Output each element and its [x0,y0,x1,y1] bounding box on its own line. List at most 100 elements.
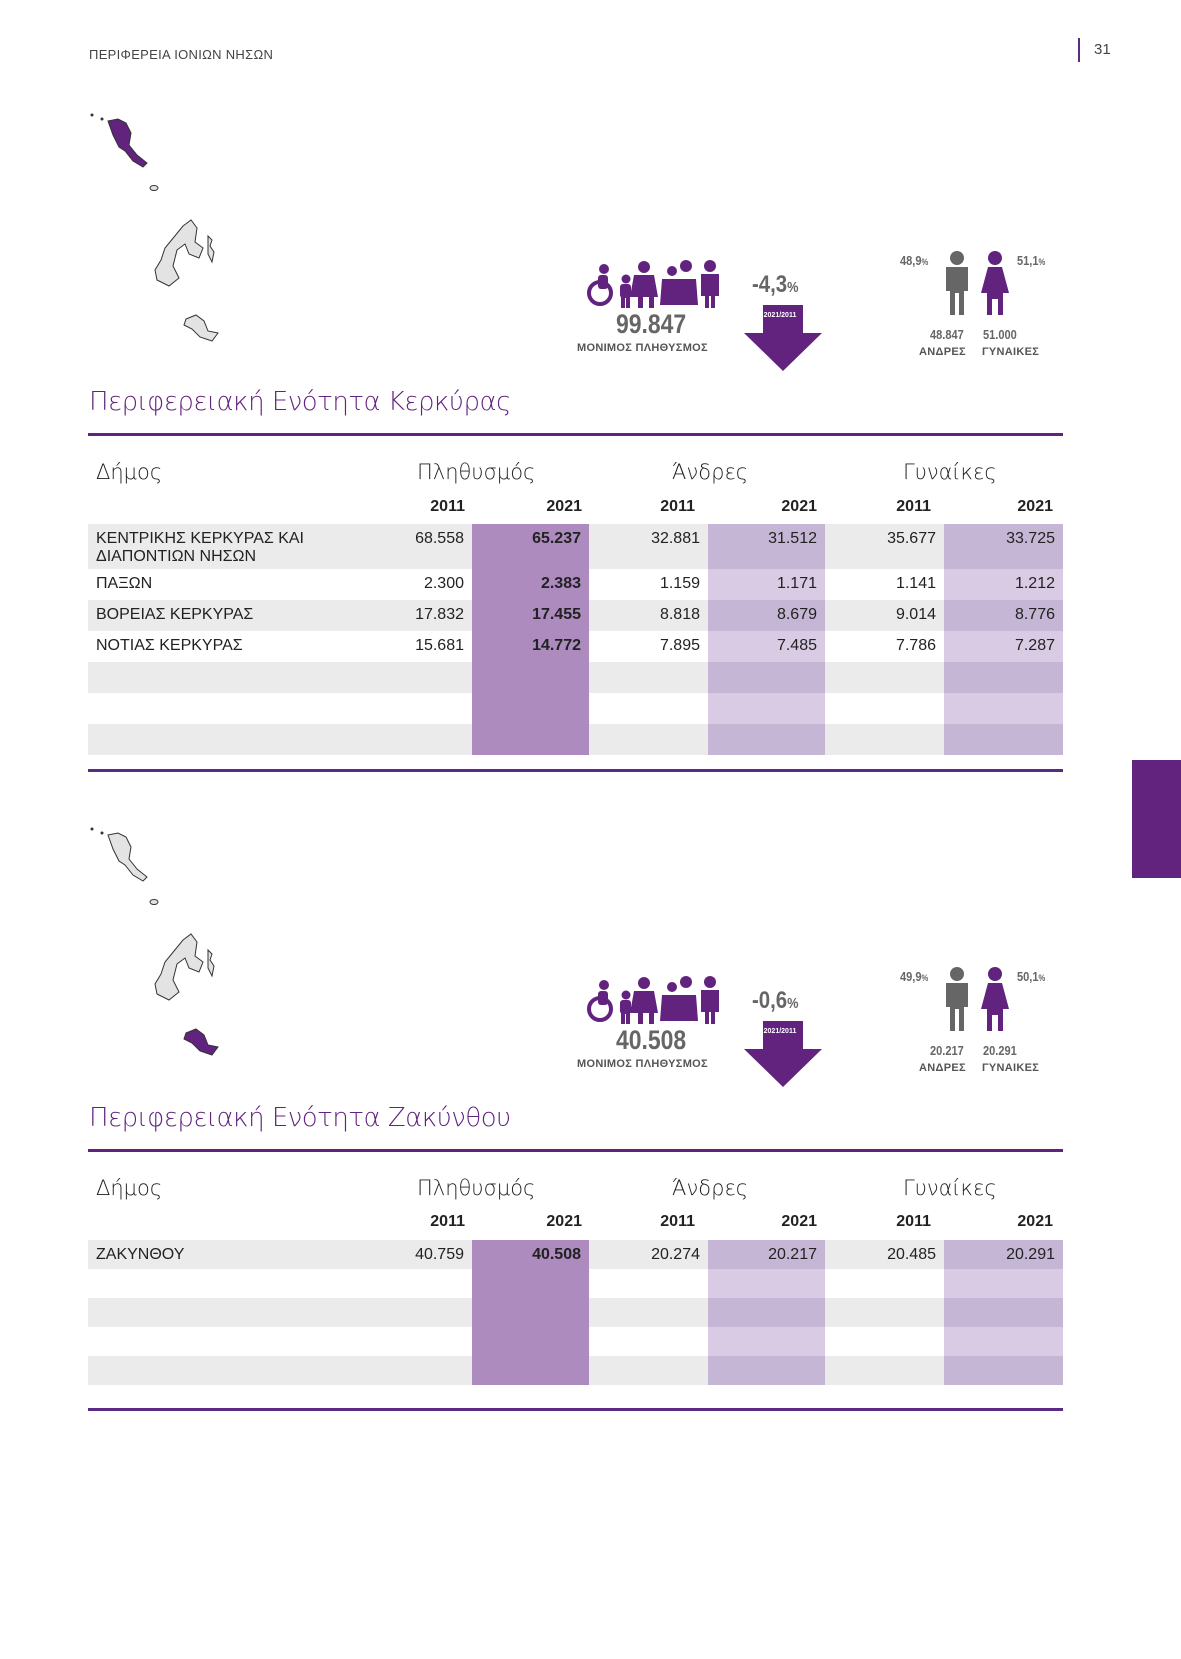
men-label: ΑΝΔΡΕΣ [919,1062,966,1074]
men-percent-unit: % [921,257,929,267]
men-percent: 48,9% [900,253,928,270]
cell-f2011 [825,1269,944,1298]
year-header: 2021 [781,1213,817,1230]
arrow-down-icon [744,305,822,376]
col-women: Γυναίκες [903,1176,997,1200]
cell-p2011 [350,1298,472,1327]
divider [88,433,1063,436]
cell-m2011: 1.159 [659,575,700,592]
cell-m2011 [589,1298,708,1327]
change-value: -0,6 [752,987,788,1014]
section-title: Περιφερειακή Ενότητα Ζακύνθου [89,1103,511,1133]
people-icon [586,259,721,314]
cell-f2011: 9.014 [895,606,936,623]
cell-f2011 [825,693,944,724]
empty-row [88,724,1063,755]
cell-p2021: 17.455 [472,600,589,631]
year-header: 2021 [546,498,582,515]
year-header: 2021 [546,1213,582,1230]
woman-icon [979,967,1011,1036]
change-unit: % [787,279,799,296]
man-icon [943,251,971,320]
cell-f2021 [944,724,1063,755]
year-header: 2011 [430,1213,465,1230]
divider [88,1149,1063,1152]
cell-name [88,1327,350,1356]
cell-f2021 [944,662,1063,693]
empty-row [88,693,1063,724]
running-header: ΠΕΡΙΦΕΡΕΙΑ ΙΟΝΙΩΝ ΝΗΣΩΝ [89,47,274,62]
year-header: 2011 [660,1213,695,1230]
divider-bottom [88,1408,1063,1411]
cell-m2011: 8.818 [659,606,700,623]
cell-m2021 [708,1298,825,1327]
cell-name [88,693,350,724]
cell-f2011 [825,724,944,755]
women-label: ΓΥΝΑΙΚΕΣ [982,1062,1040,1074]
data-table: ΖΑΚΥΝΘΟΥ 40.759 40.508 20.274 20.217 20.485 20… [88,1240,1063,1385]
region-map [88,825,238,1075]
table-row: ΒΟΡΕΙΑΣ ΚΕΡΚΥΡΑΣ 17.832 17.455 8.818 8.679 9.… [88,600,1063,631]
cell-p2021 [472,693,589,724]
cell-p2021 [472,1327,589,1356]
cell-name [88,724,350,755]
woman-icon [979,251,1011,320]
cell-f2021 [944,1327,1063,1356]
men-percent: 49,9% [900,969,928,986]
arrow-down-icon [744,1021,822,1092]
region-map [88,111,238,361]
cell-f2011: 20.485 [887,1246,936,1263]
cell-p2021 [472,662,589,693]
cell-m2021 [708,1356,825,1385]
man-icon [943,967,971,1036]
cell-m2021 [708,724,825,755]
population-stats: 40.508 ΜΟΝΙΜΟΣ ΠΛΗΘΥΣΜΟΣ -0,6% 2021/2011… [577,967,1080,1095]
women-count: 20.291 [983,1043,1017,1058]
cell-p2021 [472,1356,589,1385]
change-value: -4,3 [752,271,788,298]
cell-name: ΖΑΚΥΝΘΟΥ [96,1246,185,1263]
cell-m2011 [589,1327,708,1356]
cell-m2011 [589,693,708,724]
cell-p2011 [350,1327,472,1356]
chapter-tab [1132,760,1181,878]
year-header: 2021 [1017,1213,1053,1230]
cell-m2011: 32.881 [651,530,700,547]
cell-p2021 [472,1298,589,1327]
year-header: 2021 [781,498,817,515]
cell-p2021 [472,1269,589,1298]
cell-p2011 [350,724,472,755]
cell-name: ΚΕΝΤΡΙΚΗΣ ΚΕΡΚΥΡΑΣ ΚΑΙ ΔΙΑΠΟΝΤΙΩΝ ΝΗΣΩΝ [96,530,304,565]
cell-m2021 [708,662,825,693]
cell-p2011: 2.300 [423,575,464,592]
empty-row [88,1356,1063,1385]
cell-p2011: 17.832 [415,606,464,623]
cell-m2011 [589,662,708,693]
change-percent: -0,6% [752,987,798,1018]
cell-p2021: 40.508 [472,1240,589,1269]
cell-f2011: 1.141 [895,575,936,592]
cell-f2011 [825,1327,944,1356]
women-label: ΓΥΝΑΙΚΕΣ [982,346,1040,358]
cell-p2011: 15.681 [415,637,464,654]
cell-p2011 [350,1356,472,1385]
women-percent-value: 50,1 [1017,969,1039,984]
total-population: 40.508 [616,1025,687,1055]
women-percent: 50,1% [1017,969,1045,986]
col-population: Πληθυσμός [417,1176,536,1200]
cell-p2021: 65.237 [472,524,589,569]
cell-m2021: 8.679 [708,600,825,631]
cell-m2011 [589,724,708,755]
total-population-label: ΜΟΝΙΜΟΣ ΠΛΗΘΥΣΜΟΣ [577,342,708,354]
cell-m2021 [708,1327,825,1356]
men-count: 48.847 [930,327,964,342]
cell-f2011 [825,1298,944,1327]
cell-f2011: 35.677 [887,530,936,547]
empty-row [88,1298,1063,1327]
men-percent-unit: % [921,973,929,983]
total-population: 99.847 [616,309,687,339]
year-header: 2011 [430,498,465,515]
people-icon [586,975,721,1030]
col-men: Άνδρες [672,1176,749,1200]
year-header: 2011 [896,1213,931,1230]
